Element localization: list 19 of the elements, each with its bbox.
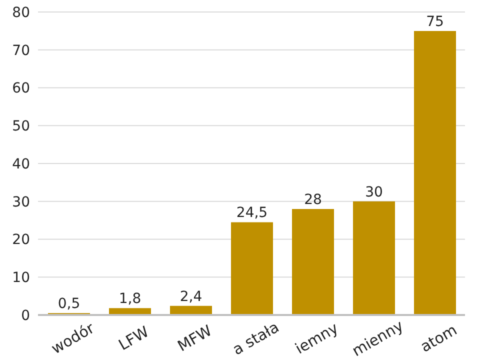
y-tick-label: 0 xyxy=(21,308,30,324)
data-label: 30 xyxy=(365,184,383,200)
y-tick-label: 30 xyxy=(12,194,30,210)
y-tick-label: 40 xyxy=(12,156,30,172)
y-tick-label: 10 xyxy=(12,270,30,286)
y-tick-label: 80 xyxy=(12,4,30,21)
data-label: 28 xyxy=(304,192,322,208)
data-label: 75 xyxy=(426,14,444,30)
y-tick-label: 60 xyxy=(12,80,30,97)
data-label: 24,5 xyxy=(236,205,268,222)
data-label: 1,8 xyxy=(118,291,142,308)
data-label: 2,4 xyxy=(180,288,202,305)
y-tick-label: 50 xyxy=(12,118,30,135)
x-tick-label: LFW xyxy=(115,322,152,354)
x-tick-label: a stała xyxy=(229,318,282,359)
y-tick-label: 70 xyxy=(12,42,30,59)
data-label: 0,5 xyxy=(58,296,80,312)
y-tick-label: 20 xyxy=(12,232,30,248)
x-tick-label: atom xyxy=(417,320,460,356)
